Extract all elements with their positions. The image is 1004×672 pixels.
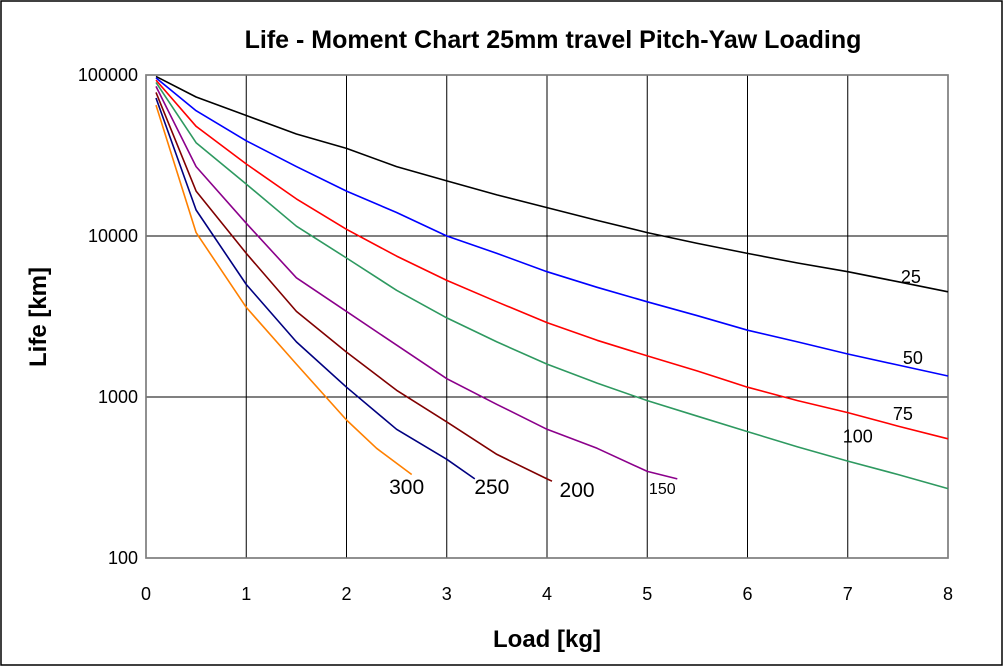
x-tick-label: 3 <box>442 584 452 604</box>
x-tick-label: 2 <box>341 584 351 604</box>
x-tick-label: 7 <box>843 584 853 604</box>
series-line-150 <box>155 86 678 480</box>
series-label-100: 100 <box>843 427 873 447</box>
series-label-75: 75 <box>893 404 913 424</box>
x-tick-label: 8 <box>943 584 953 604</box>
x-tick-label: 0 <box>141 584 151 604</box>
series-line-50 <box>155 77 949 377</box>
x-tick-label: 5 <box>642 584 652 604</box>
gridlines <box>145 74 949 559</box>
series-label-250: 250 <box>474 476 509 499</box>
series-label-150: 150 <box>649 481 676 498</box>
x-tick-labels: 0 1 2 3 4 5 6 7 8 <box>141 584 953 604</box>
series-label-25: 25 <box>901 267 921 287</box>
series-labels: 25 50 75 100 150 200 250 300 <box>389 267 923 502</box>
chart-title: Life - Moment Chart 25mm travel Pitch-Ya… <box>245 26 862 54</box>
x-tick-label: 6 <box>742 584 752 604</box>
plot-border <box>145 74 949 559</box>
x-tick-label: 4 <box>542 584 552 604</box>
series-label-50: 50 <box>903 348 923 368</box>
series-label-200: 200 <box>560 479 595 502</box>
y-tick-labels: 100 1000 10000 100000 <box>78 65 138 568</box>
y-tick-label: 1000 <box>98 387 138 407</box>
y-axis-title: Life [km] <box>25 267 52 367</box>
y-tick-label: 100 <box>108 548 138 568</box>
series-line-300 <box>155 104 413 476</box>
series-line-75 <box>155 79 949 440</box>
series-lines <box>155 75 949 490</box>
series-line-250 <box>155 97 476 480</box>
series-line-200 <box>155 92 553 482</box>
series-label-300: 300 <box>389 476 424 499</box>
x-tick-label: 1 <box>241 584 251 604</box>
x-axis-title: Load [kg] <box>493 626 601 653</box>
series-line-25 <box>155 75 949 293</box>
y-tick-label: 10000 <box>88 226 138 246</box>
y-tick-label: 100000 <box>78 65 138 85</box>
series-line-100 <box>155 81 949 490</box>
